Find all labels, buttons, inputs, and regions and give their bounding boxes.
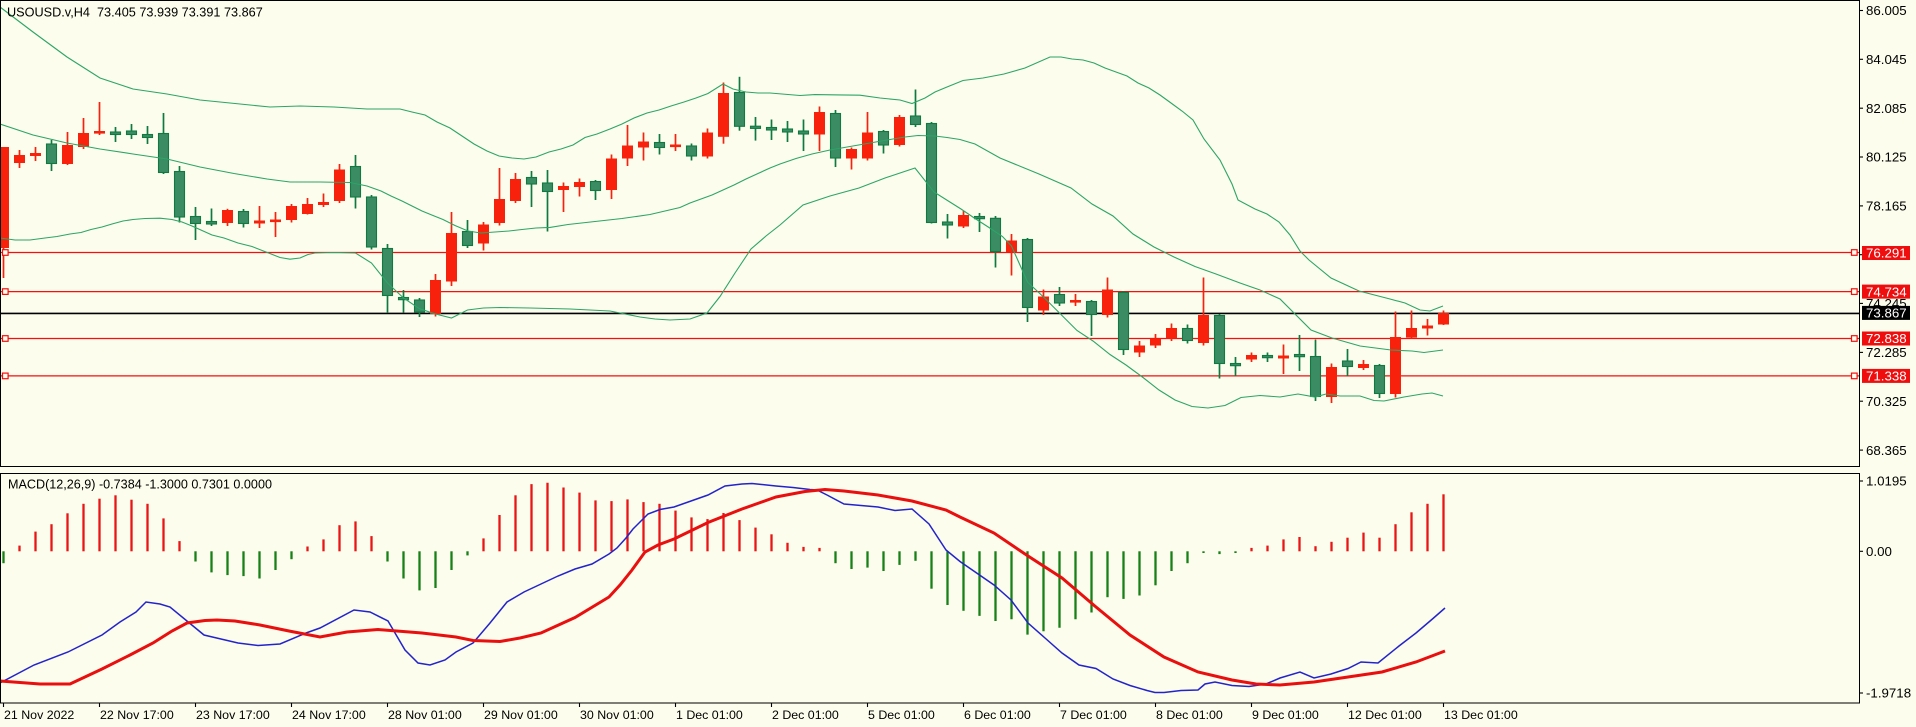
svg-text:30 Nov 01:00: 30 Nov 01:00 — [580, 708, 654, 722]
svg-text:1.0195: 1.0195 — [1866, 474, 1907, 489]
svg-text:MACD(12,26,9) -0.7384 -1.3000: MACD(12,26,9) -0.7384 -1.3000 0.7301 0.0… — [8, 478, 272, 492]
svg-text:84.045: 84.045 — [1866, 52, 1907, 67]
svg-text:72.285: 72.285 — [1866, 345, 1907, 360]
svg-text:23 Nov 17:00: 23 Nov 17:00 — [196, 708, 270, 722]
svg-text:2 Dec 01:00: 2 Dec 01:00 — [772, 708, 839, 722]
svg-text:0.00: 0.00 — [1866, 544, 1892, 559]
svg-text:1 Dec 01:00: 1 Dec 01:00 — [676, 708, 743, 722]
svg-text:-1.9718: -1.9718 — [1866, 686, 1911, 701]
svg-text:21 Nov 2022: 21 Nov 2022 — [4, 708, 74, 722]
svg-text:6 Dec 01:00: 6 Dec 01:00 — [964, 708, 1031, 722]
svg-text:29 Nov 01:00: 29 Nov 01:00 — [484, 708, 558, 722]
svg-text:71.338: 71.338 — [1866, 369, 1907, 384]
svg-text:24 Nov 17:00: 24 Nov 17:00 — [292, 708, 366, 722]
svg-text:USOUSD.v,H4 73.405 73.939 73.: USOUSD.v,H4 73.405 73.939 73.391 73.867 — [7, 6, 263, 20]
svg-text:72.838: 72.838 — [1866, 331, 1907, 346]
svg-text:13 Dec 01:00: 13 Dec 01:00 — [1444, 708, 1518, 722]
svg-text:70.325: 70.325 — [1866, 394, 1907, 409]
svg-text:82.085: 82.085 — [1866, 101, 1907, 116]
svg-text:28 Nov 01:00: 28 Nov 01:00 — [388, 708, 462, 722]
svg-text:80.125: 80.125 — [1866, 150, 1907, 165]
svg-text:9 Dec 01:00: 9 Dec 01:00 — [1252, 708, 1319, 722]
svg-text:73.867: 73.867 — [1866, 306, 1907, 321]
svg-text:8 Dec 01:00: 8 Dec 01:00 — [1156, 708, 1223, 722]
svg-text:78.165: 78.165 — [1866, 199, 1907, 214]
svg-text:22 Nov 17:00: 22 Nov 17:00 — [100, 708, 174, 722]
svg-text:76.291: 76.291 — [1866, 246, 1907, 261]
svg-text:68.365: 68.365 — [1866, 443, 1907, 458]
svg-text:86.005: 86.005 — [1866, 3, 1907, 18]
svg-text:5 Dec 01:00: 5 Dec 01:00 — [868, 708, 935, 722]
svg-text:12 Dec 01:00: 12 Dec 01:00 — [1348, 708, 1422, 722]
svg-text:7 Dec 01:00: 7 Dec 01:00 — [1060, 708, 1127, 722]
svg-text:74.734: 74.734 — [1866, 284, 1907, 299]
